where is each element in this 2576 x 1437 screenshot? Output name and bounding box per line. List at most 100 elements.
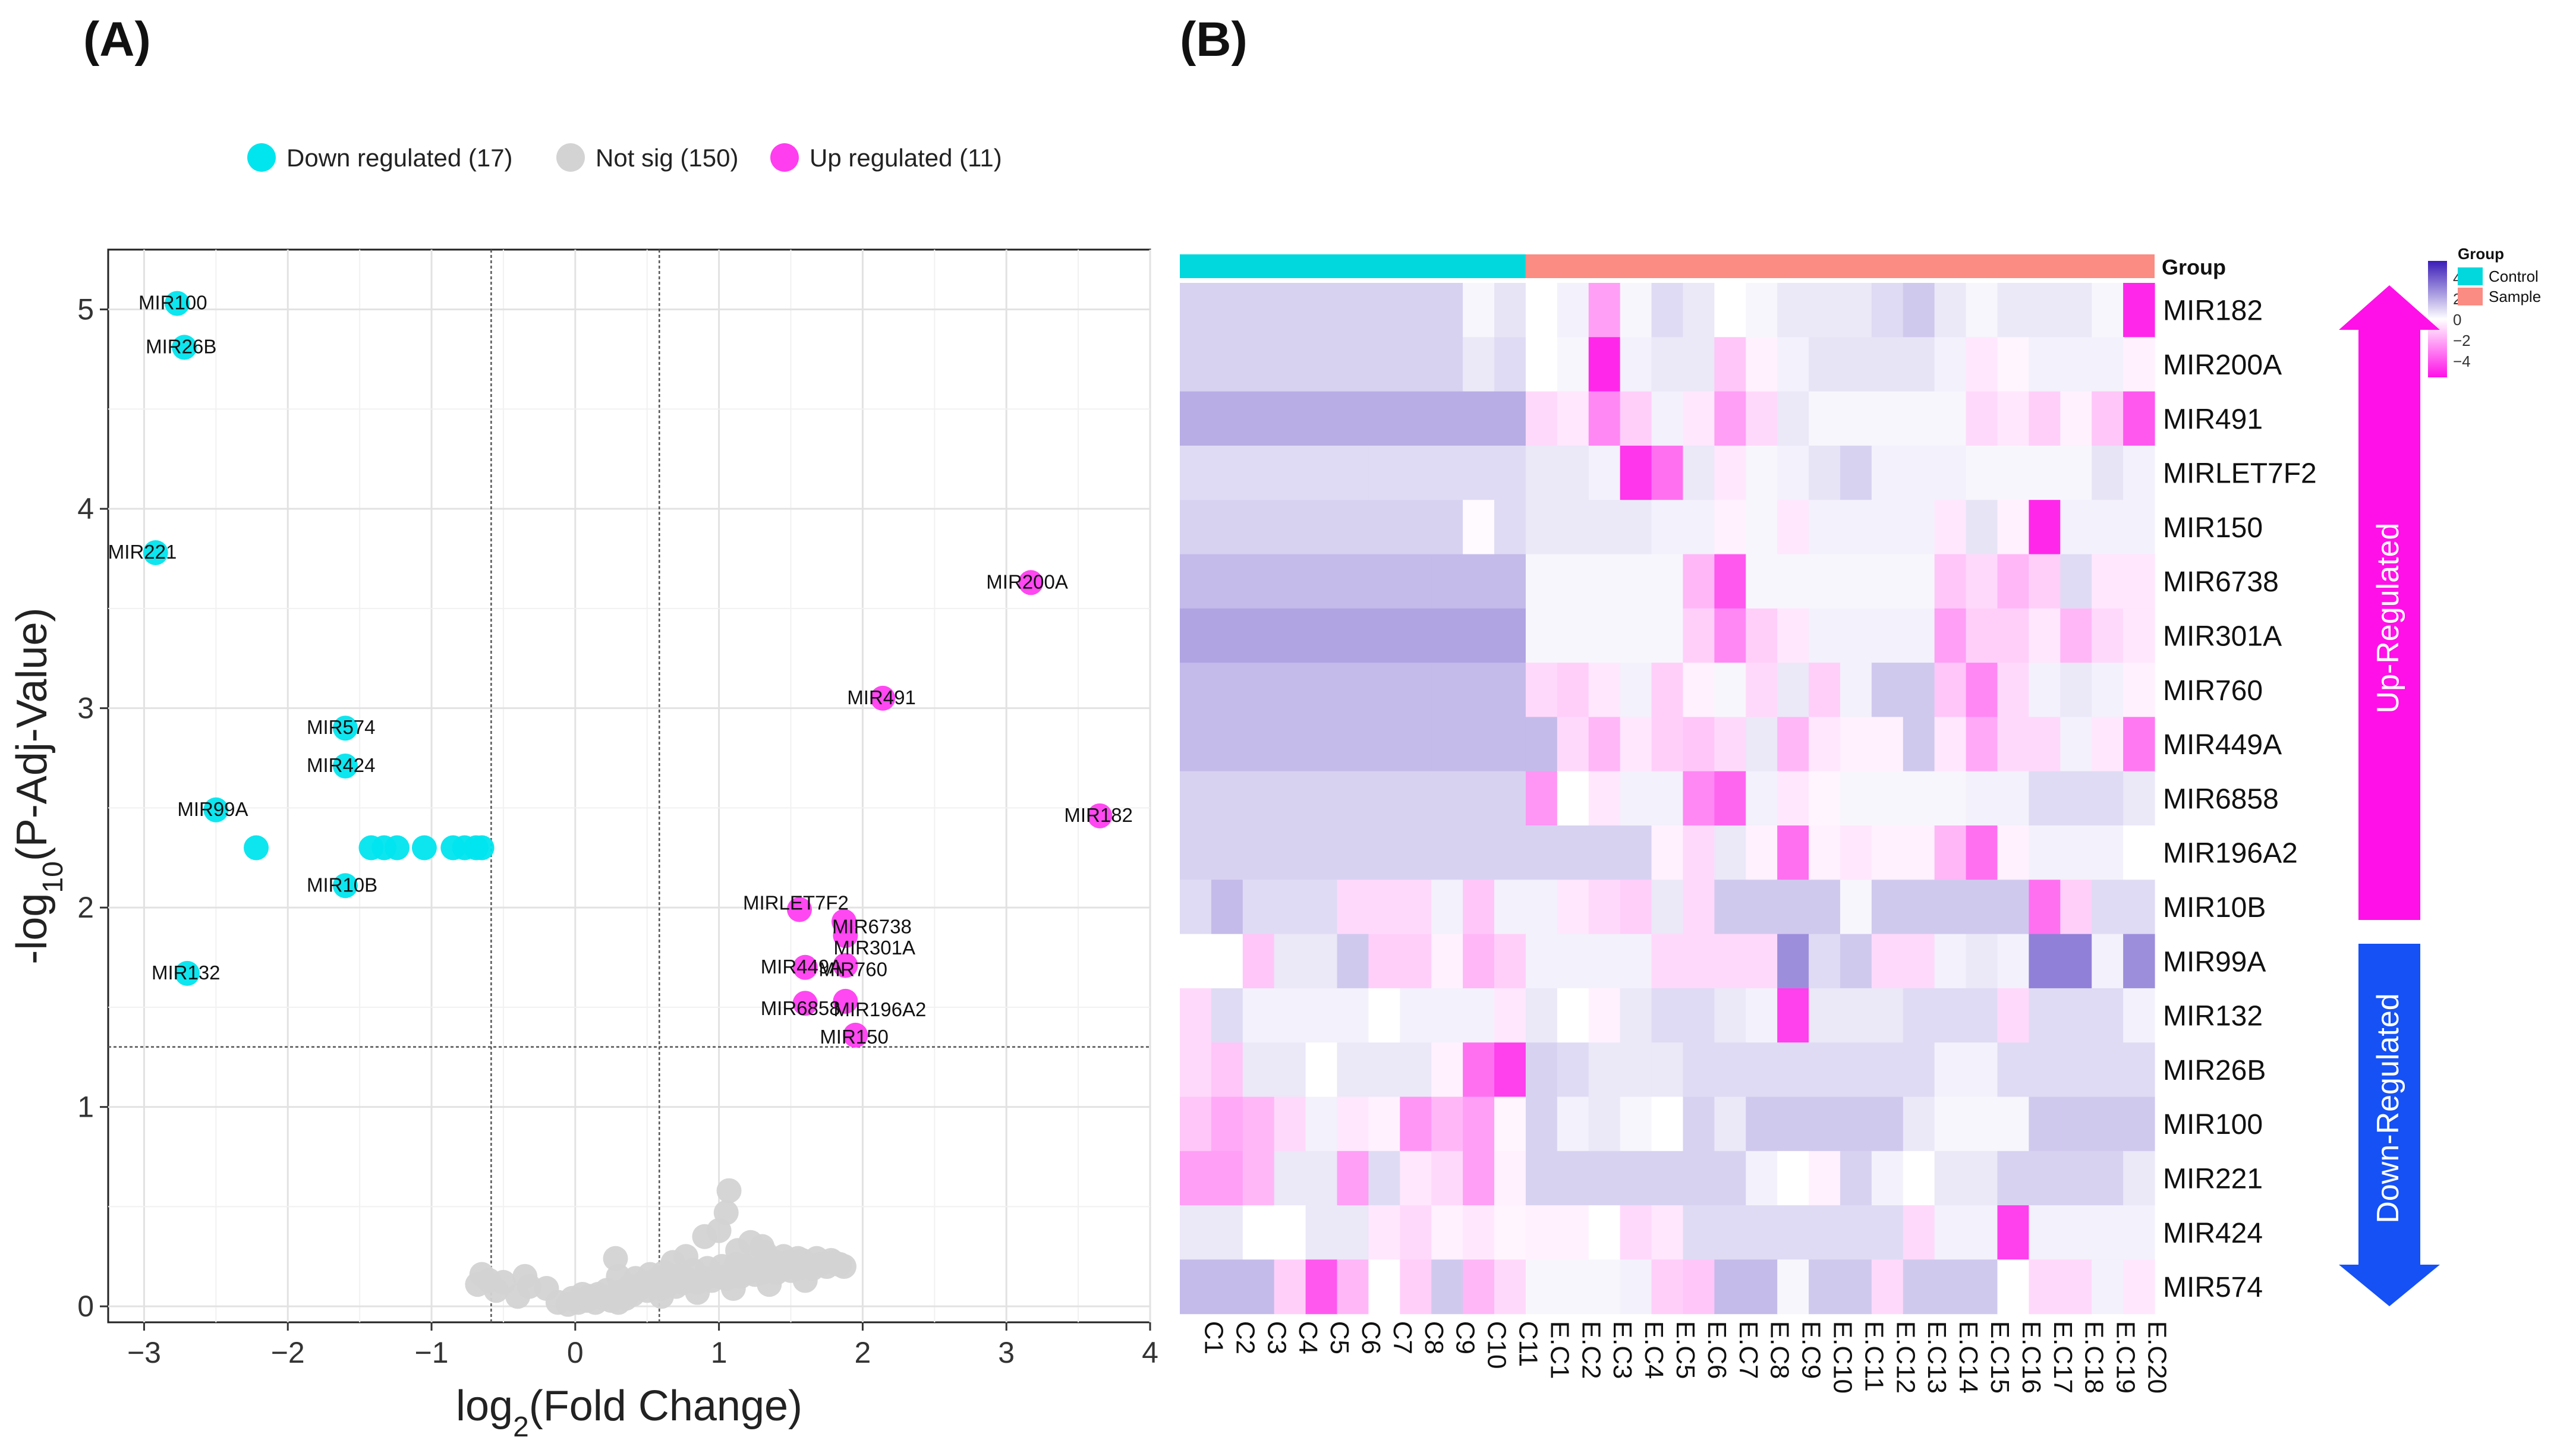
heatmap-cell [1211, 825, 1243, 880]
heatmap-cell [1274, 1205, 1306, 1260]
heatmap-cell [1746, 1205, 1778, 1260]
heatmap-cell [2123, 988, 2155, 1043]
heatmap-cell [1337, 391, 1369, 446]
heatmap-cell [1400, 1205, 1432, 1260]
heatmap-cell [1714, 771, 1746, 826]
heatmap-cell [1242, 500, 1275, 555]
heatmap-cell [1274, 1151, 1306, 1206]
heatmap-cell [1714, 1042, 1746, 1098]
legend-label-2: Up regulated (11) [810, 144, 1002, 172]
heatmap-cell [1180, 1151, 1212, 1206]
heatmap-cell [1714, 988, 1746, 1043]
heatmap-cell [1683, 283, 1715, 338]
heatmap-cell [1242, 337, 1275, 392]
heatmap-cell [1871, 717, 1904, 772]
point-down-regulated [385, 835, 410, 861]
heatmap-cell [1431, 1151, 1463, 1206]
heatmap-cell [1211, 500, 1243, 555]
heatmap-cell [1305, 500, 1338, 555]
heatmap-cell [1242, 771, 1275, 826]
heatmap-cell [1651, 880, 1684, 935]
heatmap-cell [1840, 445, 1872, 500]
heatmap-cell [1809, 337, 1841, 392]
heatmap-cell [1777, 1151, 1809, 1206]
heatmap-cell [1997, 771, 2029, 826]
heatmap-cell [1997, 825, 2029, 880]
heatmap-cell [1211, 445, 1243, 500]
heatmap-cell [1620, 391, 1652, 446]
heatmap-cell [1809, 1042, 1841, 1098]
heatmap-cell [2060, 934, 2092, 989]
y-tick-label: 2 [77, 891, 94, 924]
heatmap-cell [1557, 391, 1589, 446]
heatmap-cell [1809, 771, 1841, 826]
heatmap-cell [2029, 1096, 2061, 1152]
row-label: MIR150 [2163, 512, 2263, 544]
point-up-regulated [792, 954, 818, 980]
heatmap-cell [1274, 283, 1306, 338]
heatmap-cell [1211, 1042, 1243, 1098]
heatmap-cell [1431, 1259, 1463, 1315]
heatmap-cell [1620, 771, 1652, 826]
row-label: MIR760 [2163, 675, 2263, 707]
x-tick-label: 4 [1142, 1336, 1158, 1369]
point-down-regulated [165, 291, 190, 316]
heatmap-cell [1494, 283, 1526, 338]
heatmap-cell [1211, 717, 1243, 772]
heatmap-cell [2060, 1042, 2092, 1098]
heatmap-cell [1620, 445, 1652, 500]
heatmap-cell [1400, 934, 1432, 989]
heatmap-cell [1934, 283, 1967, 338]
heatmap-cell [1274, 445, 1306, 500]
heatmap-cell [1934, 608, 1967, 663]
heatmap-cell [1368, 337, 1400, 392]
heatmap-cell [1242, 554, 1275, 609]
regulation-arrows: Up-Regulated Down-Regulated [2339, 285, 2440, 1306]
heatmap-cell [1431, 1096, 1463, 1152]
heatmap-cell [1274, 337, 1306, 392]
row-label: MIR449A [2163, 729, 2282, 761]
heatmap-cell [2092, 445, 2124, 500]
heatmap-cell [1211, 283, 1243, 338]
heatmap-cell [1368, 771, 1400, 826]
heatmap-cell [2123, 771, 2155, 826]
heatmap-cell [1934, 391, 1967, 446]
heatmap-cell [1588, 608, 1621, 663]
heatmap-cell [2029, 283, 2061, 338]
heatmap-cell [2123, 880, 2155, 935]
heatmap-cell [1620, 825, 1652, 880]
point-not-sig [613, 1285, 638, 1311]
heatmap-cell [1651, 1259, 1684, 1315]
heatmap-cell [1431, 771, 1463, 826]
point-not-sig [594, 1278, 620, 1303]
point-label: MIR132 [152, 962, 221, 984]
heatmap-cell [1809, 1151, 1841, 1206]
heatmap-cell [1777, 337, 1809, 392]
heatmap-cell [1400, 391, 1432, 446]
heatmap-cell [1903, 988, 1935, 1043]
heatmap-cell [1934, 1042, 1967, 1098]
legend-swatch-1 [556, 143, 585, 172]
heatmap-cell [1525, 663, 1558, 717]
heatmap-cell [1400, 663, 1432, 717]
heatmap-cell [1337, 663, 1369, 717]
heatmap-cell [2060, 771, 2092, 826]
heatmap-cell [1180, 1205, 1212, 1260]
heatmap-cell [2060, 337, 2092, 392]
heatmap-cell [2092, 283, 2124, 338]
heatmap-cell [2123, 825, 2155, 880]
heatmap-cell [1463, 988, 1495, 1043]
heatmap-cell [1840, 717, 1872, 772]
y-tick-label: 4 [77, 492, 94, 525]
heatmap-cell [1274, 934, 1306, 989]
heatmap-cell [1777, 283, 1809, 338]
heatmap-cell [1368, 880, 1400, 935]
heatmap-cell [2029, 1205, 2061, 1260]
heatmap-cell [1242, 880, 1275, 935]
heatmap-cell [1368, 391, 1400, 446]
heatmap-cell [1242, 934, 1275, 989]
heatmap-cell [1871, 1042, 1904, 1098]
heatmap-cell [1305, 608, 1338, 663]
heatmap-cell [1400, 717, 1432, 772]
heatmap-cell [1651, 391, 1684, 446]
